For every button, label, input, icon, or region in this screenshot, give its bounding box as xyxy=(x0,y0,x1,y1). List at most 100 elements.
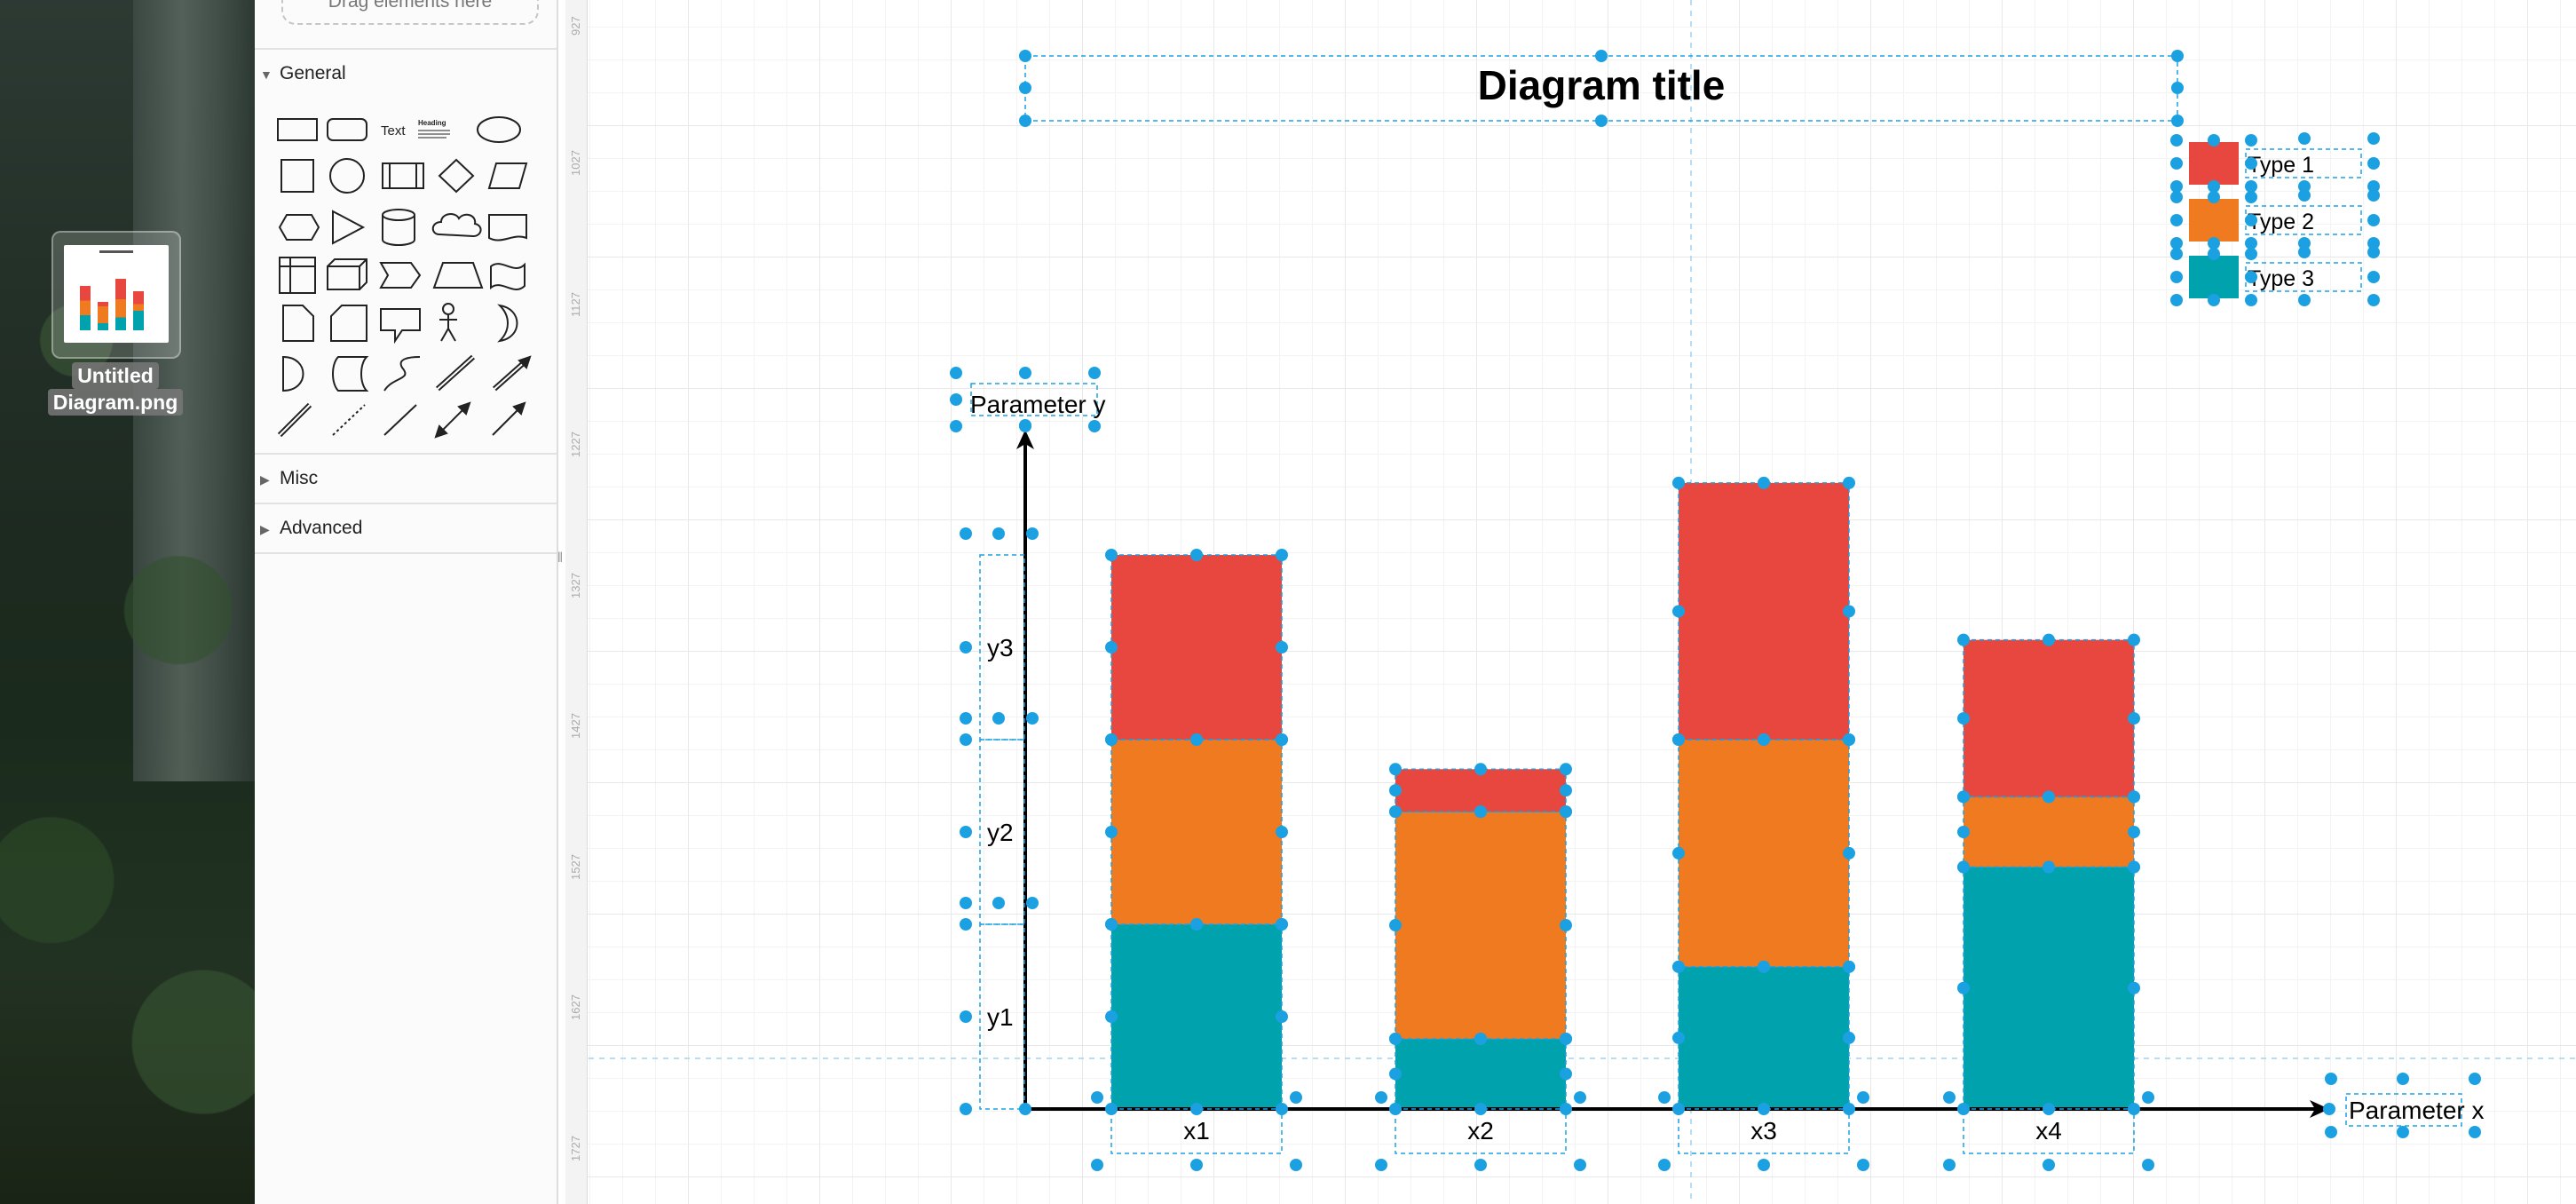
x-tick-label-box[interactable] xyxy=(1395,1108,1567,1154)
bar-segment-type-1[interactable] xyxy=(1111,555,1282,740)
resize-handle[interactable] xyxy=(1088,420,1101,432)
section-misc[interactable]: ▶ Misc xyxy=(255,453,557,503)
cloud-shape-icon[interactable] xyxy=(431,213,482,238)
resize-handle[interactable] xyxy=(1560,763,1572,776)
resize-handle[interactable] xyxy=(2367,214,2380,226)
diagram-canvas[interactable] xyxy=(565,0,2576,1204)
resize-handle[interactable] xyxy=(1574,1091,1586,1104)
resize-handle[interactable] xyxy=(1389,1103,1402,1115)
resize-handle[interactable] xyxy=(2208,191,2220,203)
x-tick-label[interactable]: x4 xyxy=(2035,1117,2062,1145)
resize-handle[interactable] xyxy=(2142,1091,2154,1104)
resize-handle[interactable] xyxy=(1843,605,1855,618)
resize-handle[interactable] xyxy=(1019,82,1031,94)
resize-handle[interactable] xyxy=(2469,1126,2481,1138)
resize-handle[interactable] xyxy=(2128,790,2140,804)
resize-handle[interactable] xyxy=(2142,1159,2154,1171)
resize-handle[interactable] xyxy=(2043,1103,2055,1115)
or-shape-icon[interactable] xyxy=(497,304,518,343)
resize-handle[interactable] xyxy=(960,1103,972,1115)
resize-handle[interactable] xyxy=(1843,960,1855,973)
resize-handle[interactable] xyxy=(1957,790,1970,804)
curve-shape-icon[interactable] xyxy=(383,356,421,392)
resize-handle[interactable] xyxy=(2325,1126,2337,1138)
resize-handle[interactable] xyxy=(2170,180,2183,193)
resize-handle[interactable] xyxy=(1574,1159,1586,1171)
ellipse-shape-icon[interactable] xyxy=(477,116,521,143)
resize-handle[interactable] xyxy=(2170,237,2183,250)
delay-shape-icon[interactable] xyxy=(282,355,304,392)
resize-handle[interactable] xyxy=(2245,191,2257,203)
table-shape-icon[interactable] xyxy=(279,257,316,294)
resize-handle[interactable] xyxy=(2171,50,2184,62)
parallelogram-shape-icon[interactable] xyxy=(487,162,528,189)
resize-handle[interactable] xyxy=(2171,115,2184,127)
legend-label[interactable]: Type 3 xyxy=(2248,266,2314,291)
link-shape-icon[interactable] xyxy=(277,402,312,438)
resize-handle[interactable] xyxy=(1672,476,1685,489)
resize-handle[interactable] xyxy=(1190,1103,1203,1115)
resize-handle[interactable] xyxy=(1672,1031,1685,1044)
resize-handle[interactable] xyxy=(2170,294,2183,306)
bar-segment-type-3[interactable] xyxy=(1679,966,1849,1109)
resize-handle[interactable] xyxy=(1389,1032,1402,1045)
resize-handle[interactable] xyxy=(960,712,972,725)
resize-handle[interactable] xyxy=(1658,1091,1671,1104)
resize-handle[interactable] xyxy=(1026,897,1039,909)
resize-handle[interactable] xyxy=(1026,527,1039,540)
resize-handle[interactable] xyxy=(1595,115,1608,127)
y-tick-label-box[interactable] xyxy=(979,739,1025,925)
legend-swatch[interactable] xyxy=(2189,199,2239,242)
resize-handle[interactable] xyxy=(1105,918,1118,931)
trapezoid-shape-icon[interactable] xyxy=(432,262,484,289)
resize-handle[interactable] xyxy=(2208,180,2220,193)
resize-handle[interactable] xyxy=(2397,1126,2409,1138)
resize-handle[interactable] xyxy=(2128,633,2140,646)
chart-title[interactable]: Diagram title xyxy=(1478,62,1726,108)
legend-label[interactable]: Type 2 xyxy=(2248,210,2314,234)
tape-shape-icon[interactable] xyxy=(490,262,525,290)
directional-connector-shape-icon[interactable] xyxy=(492,401,526,436)
resize-handle[interactable] xyxy=(1595,50,1608,62)
resize-handle[interactable] xyxy=(1276,826,1288,838)
resize-handle[interactable] xyxy=(2170,214,2183,226)
bar-segment-type-3[interactable] xyxy=(1395,1038,1566,1109)
bidirectional-arrow-shape-icon[interactable] xyxy=(435,354,476,392)
resize-handle[interactable] xyxy=(1957,633,1970,646)
resize-handle[interactable] xyxy=(960,527,972,540)
sidebar-resize-handle[interactable]: ‖ xyxy=(557,551,564,566)
resize-handle[interactable] xyxy=(1019,115,1031,127)
resize-handle[interactable] xyxy=(2208,294,2220,306)
resize-handle[interactable] xyxy=(1758,960,1770,973)
resize-handle[interactable] xyxy=(1019,367,1031,379)
resize-handle[interactable] xyxy=(2043,790,2055,804)
desktop-file-label[interactable]: Untitled Diagram.png xyxy=(36,362,195,416)
resize-handle[interactable] xyxy=(960,641,972,653)
resize-handle[interactable] xyxy=(1758,1159,1770,1171)
resize-handle[interactable] xyxy=(2245,237,2257,250)
resize-handle[interactable] xyxy=(2298,180,2311,193)
resize-handle[interactable] xyxy=(2298,246,2311,258)
resize-handle[interactable] xyxy=(1389,1067,1402,1081)
resize-handle[interactable] xyxy=(1389,763,1402,776)
x-axis-label[interactable]: Parameter x xyxy=(2349,1097,2485,1124)
resize-handle[interactable] xyxy=(2367,132,2380,145)
resize-handle[interactable] xyxy=(2298,237,2311,250)
resize-handle[interactable] xyxy=(1560,805,1572,819)
resize-handle[interactable] xyxy=(1560,919,1572,932)
resize-handle[interactable] xyxy=(1026,712,1039,725)
resize-handle[interactable] xyxy=(2128,1103,2140,1115)
note-shape-icon[interactable] xyxy=(282,305,314,342)
resize-handle[interactable] xyxy=(2397,1073,2409,1085)
process-shape-icon[interactable] xyxy=(382,162,424,189)
section-general[interactable]: ▼ General xyxy=(255,48,557,98)
x-tick-label-box[interactable] xyxy=(1110,1108,1283,1154)
resize-handle[interactable] xyxy=(1560,1067,1572,1081)
x-tick-label-box[interactable] xyxy=(1963,1108,2135,1154)
resize-handle[interactable] xyxy=(1474,1032,1487,1045)
resize-handle[interactable] xyxy=(2245,294,2257,306)
x-tick-label[interactable]: x1 xyxy=(1183,1117,1210,1145)
section-advanced[interactable]: ▶ Advanced xyxy=(255,503,557,554)
resize-handle[interactable] xyxy=(1375,1159,1387,1171)
bar-segment-type-1[interactable] xyxy=(1679,482,1849,740)
